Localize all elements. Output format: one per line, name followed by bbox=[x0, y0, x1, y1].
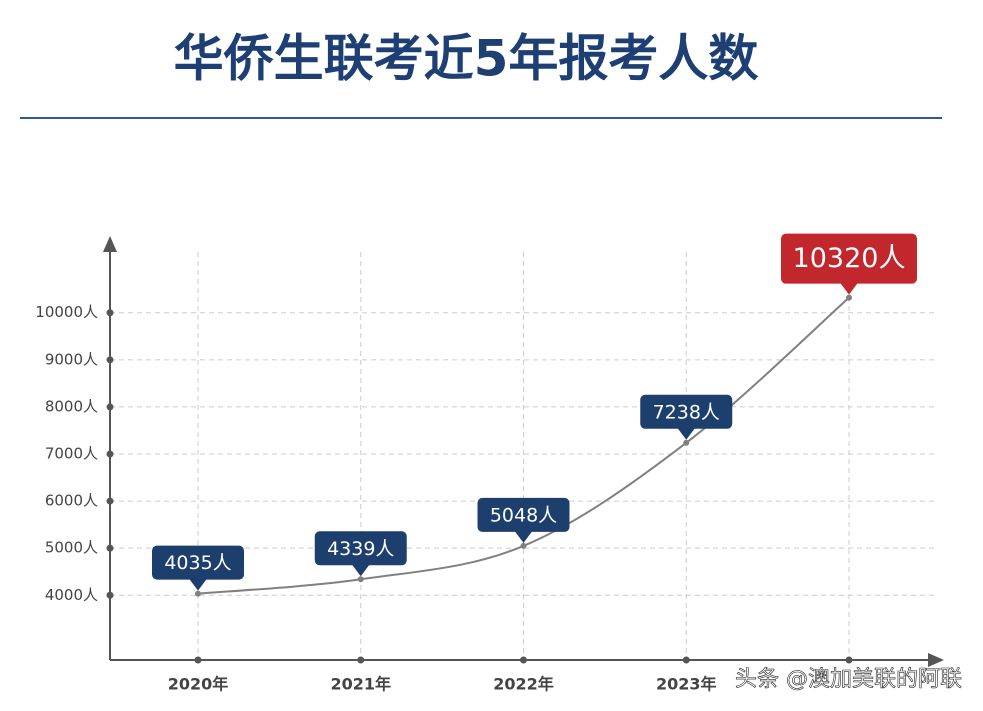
y-tick-label: 6000人 bbox=[45, 492, 98, 510]
label-pointer bbox=[189, 578, 207, 591]
x-tick-label: 2022年 bbox=[493, 675, 554, 694]
x-tick-mark bbox=[845, 656, 853, 664]
x-tick-mark bbox=[520, 656, 527, 664]
x-tick-label: 2023年 bbox=[656, 675, 717, 694]
data-point bbox=[520, 542, 527, 549]
data-label: 5048人 bbox=[490, 504, 557, 526]
y-tick-label: 9000人 bbox=[45, 350, 98, 368]
y-tick-mark bbox=[106, 450, 114, 458]
data-label: 10320人 bbox=[793, 243, 906, 274]
data-point bbox=[357, 576, 364, 583]
chart-title: 华侨生联考近5年报考人数 bbox=[174, 30, 759, 88]
label-box bbox=[152, 545, 244, 580]
data-line bbox=[197, 296, 850, 595]
x-axis-arrow bbox=[928, 653, 944, 667]
data-point bbox=[683, 439, 690, 446]
y-tick-mark bbox=[106, 403, 114, 411]
grid bbox=[110, 252, 935, 660]
x-tick-label: 2020年 bbox=[168, 675, 229, 694]
data-label: 7238人 bbox=[653, 401, 720, 423]
y-tick-mark bbox=[106, 309, 114, 317]
x-tick-mark bbox=[194, 656, 202, 664]
y-tick-label: 10000人 bbox=[35, 303, 98, 321]
y-tick-label: 8000人 bbox=[45, 397, 98, 415]
y-tick-mark bbox=[106, 591, 114, 599]
y-tick-label: 5000人 bbox=[45, 539, 98, 557]
y-tick-label: 7000人 bbox=[45, 445, 98, 463]
y-tick-mark bbox=[106, 356, 114, 364]
y-axis-arrow bbox=[103, 236, 117, 252]
y-tick-mark bbox=[106, 497, 114, 505]
data-point bbox=[846, 294, 852, 301]
label-pointer bbox=[351, 564, 370, 577]
data-label: 4339人 bbox=[327, 538, 394, 560]
label-box bbox=[314, 531, 407, 566]
y-tick-mark bbox=[106, 544, 114, 552]
label-box bbox=[781, 233, 917, 284]
label-box bbox=[477, 497, 570, 532]
label-pointer bbox=[514, 530, 533, 543]
x-tick-label: 2021年 bbox=[330, 675, 391, 694]
watermark: 头条 @澳加美联的阿联 bbox=[735, 667, 962, 692]
x-tick-mark bbox=[682, 656, 690, 664]
x-tick-mark bbox=[357, 656, 365, 664]
label-box bbox=[640, 394, 733, 429]
data-label: 4035人 bbox=[164, 552, 231, 574]
label-pointer bbox=[677, 427, 696, 440]
y-tick-label: 4000人 bbox=[45, 586, 98, 604]
data-point bbox=[195, 590, 201, 597]
label-pointer bbox=[840, 282, 858, 295]
